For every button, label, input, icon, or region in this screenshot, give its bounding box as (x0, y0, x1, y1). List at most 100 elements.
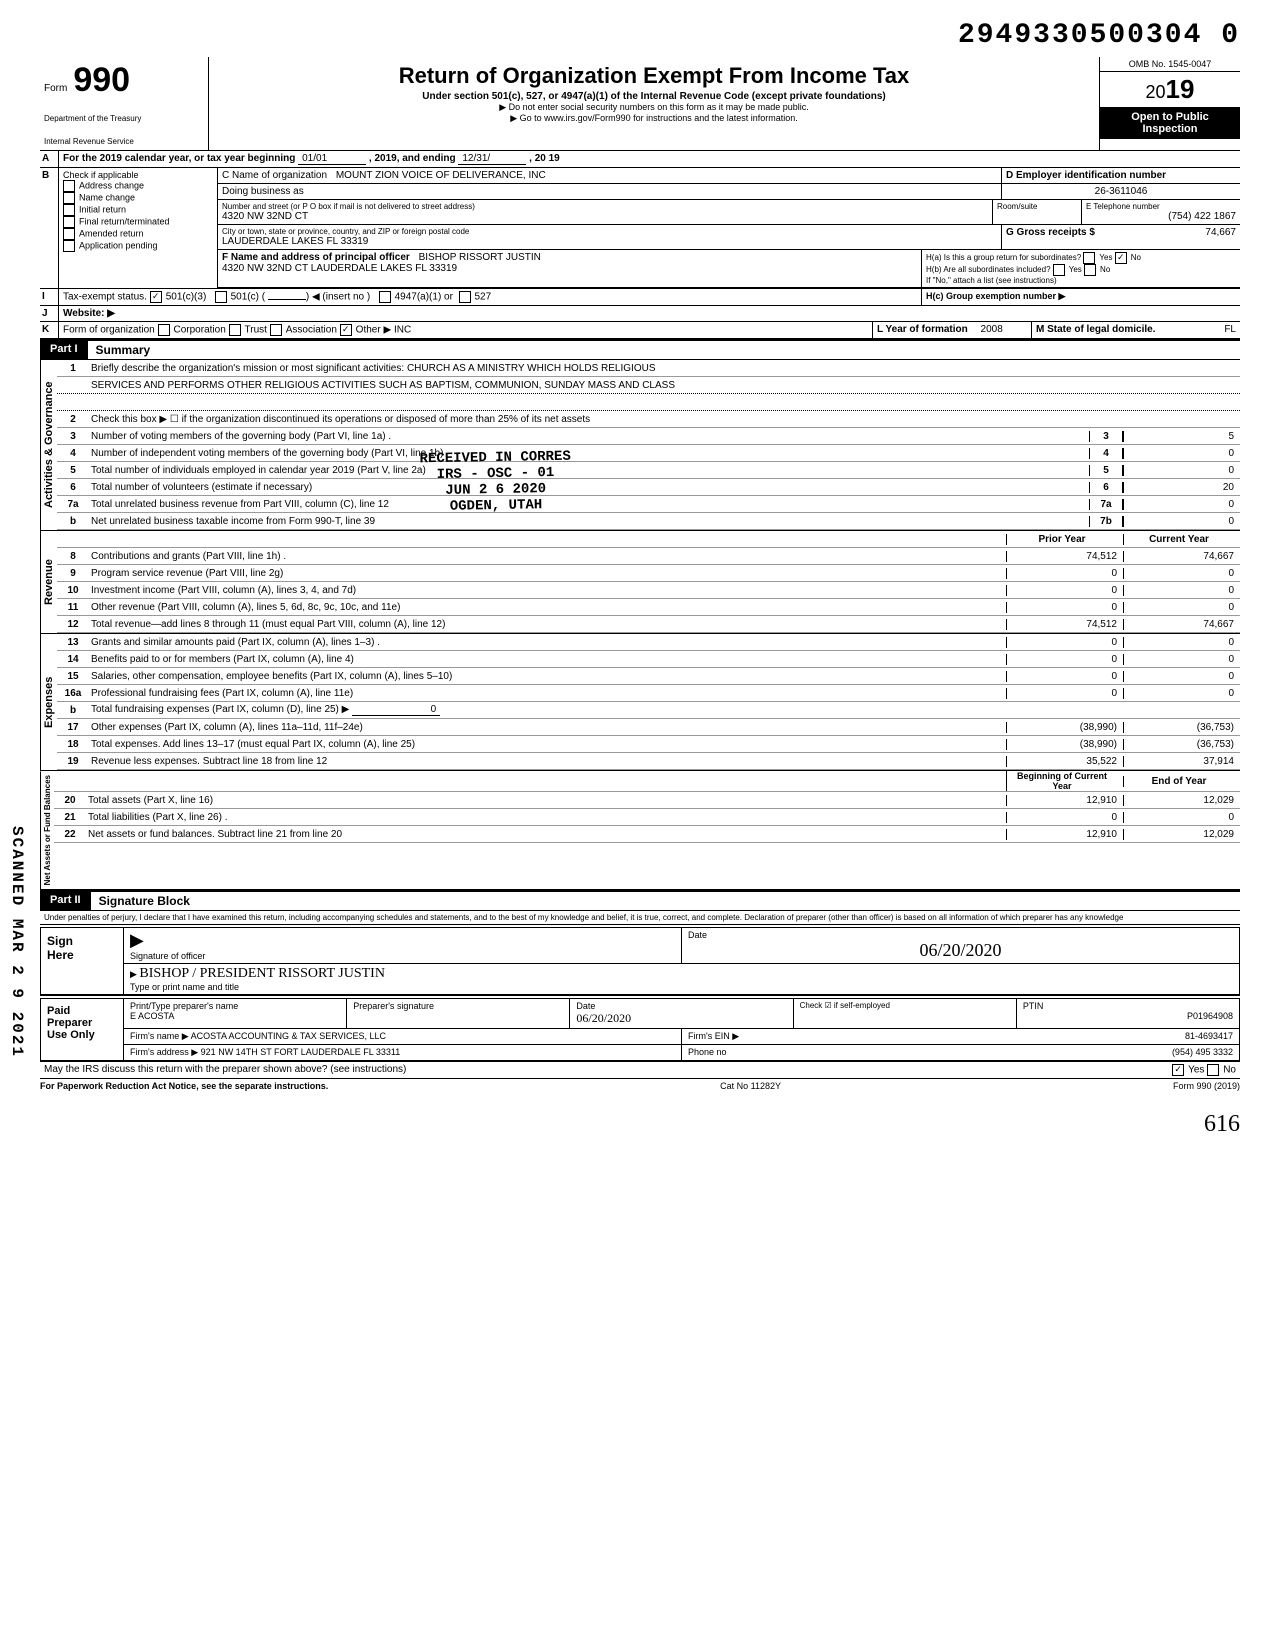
handwritten-bottom: 616 (1204, 1111, 1240, 1137)
check-corp[interactable] (158, 324, 170, 336)
val-col: 5 (1123, 431, 1240, 442)
opt-pending: Application pending (79, 240, 158, 250)
hb-no[interactable] (1084, 264, 1096, 276)
mission-2: SERVICES AND PERFORMS OTHER RELIGIOUS AC… (89, 379, 1240, 392)
form-label: Form (44, 83, 67, 94)
prior-val: 0 (1006, 602, 1123, 613)
line-desc: Salaries, other compensation, employee b… (89, 670, 1006, 683)
dept-treasury: Department of the Treasury (44, 114, 204, 123)
prior-val: 0 (1006, 568, 1123, 579)
line-a-mid: , 2019, and ending (369, 153, 456, 164)
check-amended[interactable] (63, 228, 75, 240)
useonly-label: Use Only (47, 1029, 117, 1041)
subtitle-1: Under section 501(c), 527, or 4947(a)(1)… (219, 91, 1089, 102)
begin-val: 0 (1006, 812, 1123, 823)
line-no: 14 (57, 654, 89, 665)
firm-ein-label: Firm's EIN ▶ (688, 1031, 739, 1041)
line-no: 20 (54, 795, 86, 806)
check-address[interactable] (63, 180, 75, 192)
prior-val: 0 (1006, 637, 1123, 648)
prep-date: 06/20/2020 (576, 1011, 786, 1026)
street-addr: 4320 NW 32ND CT (222, 211, 988, 222)
line-desc: Contributions and grants (Part VIII, lin… (89, 550, 1006, 563)
begin-val: 12,910 (1006, 829, 1123, 840)
opt-4947: 4947(a)(1) or (395, 292, 453, 303)
perjury-text: Under penalties of perjury, I declare th… (40, 911, 1240, 925)
check-527[interactable] (459, 291, 471, 303)
check-4947[interactable] (379, 291, 391, 303)
firm-addr: 921 NW 14TH ST FORT LAUDERDALE FL 33311 (201, 1047, 401, 1057)
ha-yes[interactable] (1083, 252, 1095, 264)
line-a-endy: , 20 19 (529, 153, 560, 164)
prior-val: 0 (1006, 671, 1123, 682)
mission-label: Briefly describe the organization's miss… (91, 363, 404, 374)
check-501c[interactable] (215, 291, 227, 303)
row-b: B (40, 168, 59, 288)
opt-amended: Amended return (79, 228, 144, 238)
dba-label: Doing business as (222, 186, 304, 197)
curr-val: 0 (1123, 637, 1240, 648)
discuss-question: May the IRS discuss this return with the… (44, 1064, 406, 1075)
l-label: L Year of formation (877, 324, 968, 335)
prior-val: (38,990) (1006, 722, 1123, 733)
opt-initial: Initial return (79, 204, 126, 214)
discuss-no[interactable] (1207, 1064, 1219, 1076)
scanned-stamp: SCANNED MAR 2 9 2021 (8, 826, 26, 1058)
here-label: Here (47, 948, 117, 962)
hc-label: H(c) Group exemption number ▶ (926, 291, 1065, 301)
preparer-name: E ACOSTA (130, 1011, 340, 1021)
line-desc: Number of voting members of the governin… (89, 430, 1089, 443)
curr-val: 0 (1123, 654, 1240, 665)
check-501c3[interactable]: ✓ (150, 291, 162, 303)
officer-typed-name: BISHOP / PRESIDENT RISSORT JUSTIN (139, 966, 385, 981)
prior-val: 0 (1006, 585, 1123, 596)
line-no: 12 (57, 619, 89, 630)
check-other[interactable]: ✓ (340, 324, 352, 336)
check-assoc[interactable] (270, 324, 282, 336)
col-end: End of Year (1123, 776, 1240, 787)
line-no: 9 (57, 568, 89, 579)
opt-final: Final return/terminated (79, 216, 170, 226)
end-val: 12,029 (1123, 829, 1240, 840)
line-no: b (57, 705, 89, 716)
preparer-sig-label: Preparer's signature (353, 1001, 563, 1011)
line-no: 16a (57, 688, 89, 699)
c-name-label: C Name of organization (222, 170, 327, 181)
line-desc: Number of independent voting members of … (89, 447, 1089, 460)
other-val: INC (394, 325, 411, 336)
row-j: J (40, 306, 59, 321)
opt-501cb: ) ◀ (insert no ) (306, 292, 370, 303)
h-note: If "No," attach a list (see instructions… (926, 276, 1236, 285)
curr-val: 74,667 (1123, 619, 1240, 630)
opt-corp: Corporation (174, 325, 226, 336)
form-number: 990 (73, 61, 130, 100)
ha-no[interactable]: ✓ (1115, 252, 1127, 264)
year-formation: 2008 (981, 324, 1003, 335)
check-trust[interactable] (229, 324, 241, 336)
check-initial[interactable] (63, 204, 75, 216)
line-desc: Other expenses (Part IX, column (A), lin… (89, 721, 1006, 734)
opt-trust: Trust (245, 325, 267, 336)
prior-val: 0 (1006, 688, 1123, 699)
check-namechg[interactable] (63, 192, 75, 204)
hb-yes[interactable] (1053, 264, 1065, 276)
num-col: 6 (1089, 482, 1123, 493)
check-pending[interactable] (63, 240, 75, 252)
prior-val: (38,990) (1006, 739, 1123, 750)
vert-governance: Activities & Governance (40, 360, 57, 530)
tax-exempt-label: Tax-exempt status. (63, 292, 147, 303)
line-no: 5 (57, 465, 89, 476)
date-label: Date (688, 930, 1233, 940)
ha-label: H(a) Is this a group return for subordin… (926, 253, 1081, 262)
discuss-yes[interactable]: ✓ (1172, 1064, 1184, 1076)
document-number: 2949330500304 0 (40, 20, 1240, 51)
g-label: G Gross receipts $ (1006, 227, 1095, 238)
line-desc: Other revenue (Part VIII, column (A), li… (89, 601, 1006, 614)
opt-address: Address change (79, 180, 144, 190)
line-desc: Revenue less expenses. Subtract line 18 … (89, 755, 1006, 768)
check-final[interactable] (63, 216, 75, 228)
website-label: Website: ▶ (63, 308, 115, 319)
curr-val: 37,914 (1123, 756, 1240, 767)
col-current: Current Year (1123, 534, 1240, 545)
mission-1: CHURCH AS A MINISTRY WHICH HOLDS RELIGIO… (407, 363, 656, 374)
